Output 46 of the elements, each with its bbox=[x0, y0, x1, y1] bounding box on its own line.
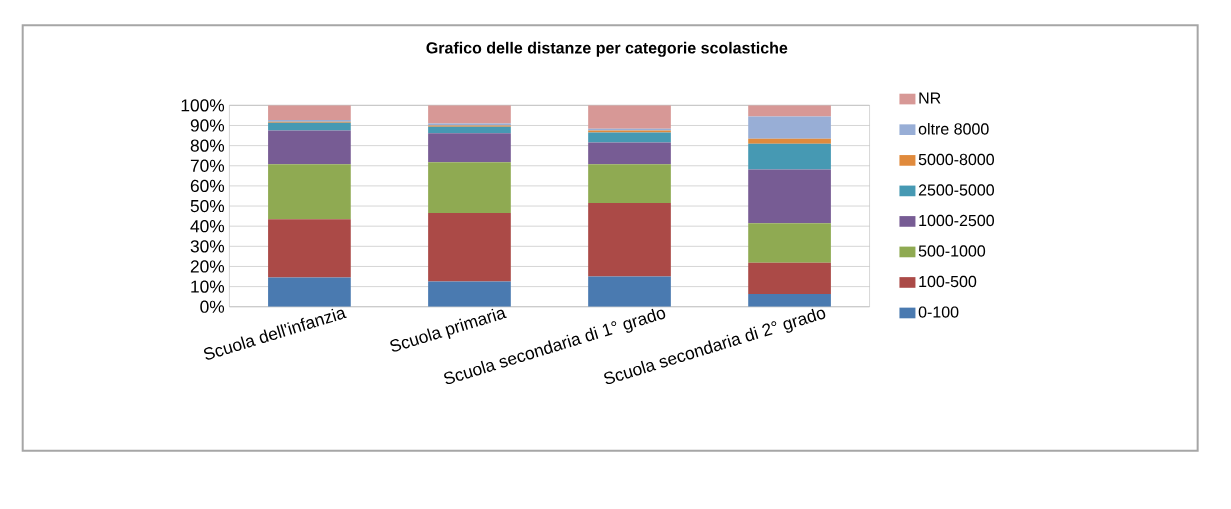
legend-label: oltre 8000 bbox=[918, 122, 989, 135]
legend-label: 1000-2500 bbox=[919, 214, 995, 226]
bar bbox=[748, 169, 831, 223]
bar bbox=[588, 163, 671, 203]
bar bbox=[268, 105, 351, 120]
legend-label: 500-1000 bbox=[918, 245, 986, 257]
bar bbox=[428, 161, 511, 213]
bar bbox=[748, 138, 831, 144]
bar bbox=[428, 126, 511, 133]
legend-label: 5000-8000 bbox=[918, 153, 995, 165]
bar bbox=[588, 276, 671, 307]
y-tick-label: 60% bbox=[190, 179, 225, 192]
bar bbox=[268, 218, 351, 278]
legend-label: 2500-5000 bbox=[918, 184, 995, 196]
y-tick-label: 10% bbox=[191, 280, 225, 293]
bar bbox=[428, 132, 511, 162]
bar bbox=[588, 132, 671, 143]
y-tick-label: 20% bbox=[190, 260, 225, 273]
y-tick-label: 30% bbox=[190, 239, 225, 253]
bar bbox=[268, 130, 351, 164]
bar bbox=[588, 142, 671, 164]
bar bbox=[748, 222, 831, 263]
y-tick-label: 70% bbox=[190, 159, 225, 172]
y-tick-label: 80% bbox=[190, 139, 225, 152]
y-tick-label: 50% bbox=[190, 199, 225, 212]
y-tick-label: 40% bbox=[190, 219, 225, 233]
bar bbox=[428, 212, 511, 282]
bar bbox=[748, 143, 831, 170]
legend-label: NR bbox=[919, 92, 941, 104]
bar bbox=[748, 262, 831, 294]
bar bbox=[268, 277, 351, 307]
bar bbox=[748, 293, 831, 307]
legend-label: 100-500 bbox=[919, 275, 977, 287]
bar bbox=[428, 105, 511, 124]
chart-title: Grafico delle distanze per categorie scolastiche bbox=[426, 41, 788, 57]
bar bbox=[588, 105, 671, 129]
legend-label: 0-100 bbox=[918, 306, 959, 318]
y-tick-label: 90% bbox=[190, 119, 225, 132]
y-tick-label: 0% bbox=[200, 300, 225, 313]
bar bbox=[748, 105, 831, 117]
y-tick-label: 100% bbox=[181, 98, 225, 112]
bar bbox=[428, 281, 511, 307]
bar bbox=[588, 202, 671, 277]
bar bbox=[268, 122, 351, 131]
bar bbox=[748, 116, 831, 139]
bar bbox=[268, 163, 351, 219]
